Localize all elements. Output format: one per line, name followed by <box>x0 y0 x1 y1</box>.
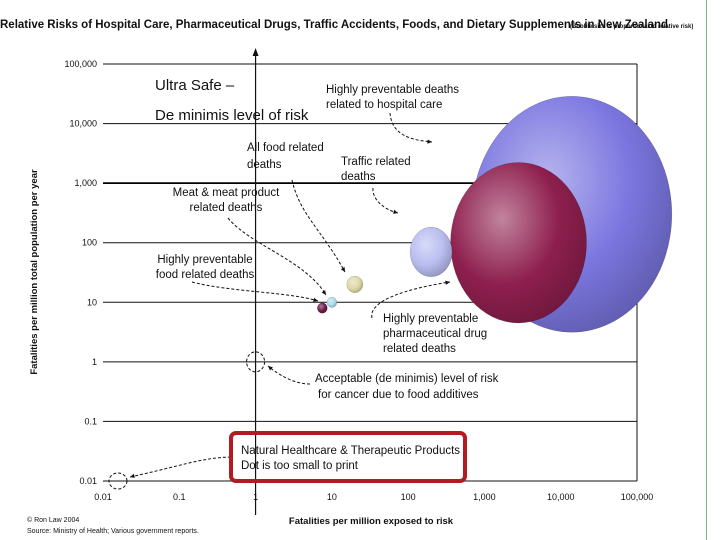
annotations: Ultra Safe – De minimis level of risk High… <box>155 77 499 472</box>
source-text: Source: Ministry of Health; Various gove… <box>27 528 199 535</box>
hospital-annotation-line: Highly preventable deaths <box>326 84 459 96</box>
ultra_safe-annotation-line: Ultra Safe – <box>155 77 235 94</box>
de-minimis-marker <box>246 351 266 373</box>
x-tick-label: 1 <box>253 492 258 502</box>
x-tick-label: 10,000 <box>547 492 575 502</box>
hospital-leader-head <box>427 139 432 144</box>
y-tick-label: 100 <box>82 238 97 248</box>
ultra_safe-annotation-line: De minimis level of risk <box>155 107 309 124</box>
pharma-annotation-line: related deaths <box>383 343 456 355</box>
meat-leader-head <box>321 290 326 295</box>
y-axis-ticks: 0.01 0.1 1 10 100 1,000 10,000 100,000 <box>64 59 97 486</box>
x-tick-label: 0.01 <box>94 492 112 502</box>
all_food-annotation-line: deaths <box>247 159 282 171</box>
prev-food-leader <box>191 281 319 302</box>
y-axis-label: Fatalities per million total population … <box>29 169 40 375</box>
traffic-annotation-line: Traffic related <box>341 156 411 168</box>
traffic-leader-head <box>393 209 398 214</box>
meat-annotation-line: related deaths <box>190 202 263 214</box>
pharma-annotation-line: Highly preventable <box>383 313 478 325</box>
pharma-leader-head <box>445 280 450 285</box>
traffic-leader <box>372 187 399 214</box>
y-tick-label: 100,000 <box>64 59 97 69</box>
hospital-leader <box>389 112 433 143</box>
x-axis-label: Fatalities per million exposed to risk <box>289 516 454 527</box>
prev_food-annotation-line: food related deaths <box>156 269 255 281</box>
pharma-bubble <box>450 162 587 324</box>
y-tick-label: 1,000 <box>74 178 97 188</box>
x-tick-label: 10 <box>327 492 337 502</box>
x-tick-label: 1,000 <box>473 492 496 502</box>
meat-annotation-line: Meat & meat product <box>173 187 281 199</box>
y-tick-label: 10,000 <box>69 119 97 129</box>
chart-subtitle: (Bubble size is proportional to relative… <box>570 24 693 30</box>
x-axis-ticks: 0.01 0.1 1 10 100 1,000 10,000 100,000 <box>94 492 653 502</box>
frame-divider <box>706 0 707 540</box>
pharma-annotation-line: pharmaceutical drug <box>383 328 487 340</box>
all-food-leader-head <box>340 267 345 272</box>
natural-products-marker <box>108 472 128 490</box>
meat-bubble <box>326 296 338 308</box>
bubbles <box>317 96 673 333</box>
x-tick-label: 100 <box>401 492 416 502</box>
natural-leader-head <box>130 473 135 478</box>
cancer-leader <box>267 365 311 385</box>
cancer-leader-head <box>268 366 273 371</box>
natural-annotation-line: Natural Healthcare & Therapeutic Product… <box>241 445 460 457</box>
meat-leader <box>227 217 327 296</box>
y-tick-label: 0.1 <box>84 416 97 426</box>
all_food-bubble <box>346 275 364 294</box>
y-tick-label: 1 <box>92 357 97 367</box>
traffic-annotation-line: deaths <box>341 171 376 183</box>
y-tick-label: 0.01 <box>79 476 97 486</box>
reference-arrowhead <box>252 48 259 56</box>
prev_food-annotation-line: Highly preventable <box>157 254 252 266</box>
y-tick-label: 10 <box>87 297 97 307</box>
one-fatality-reference-line <box>252 48 259 515</box>
chart-title: Relative Risks of Hospital Care, Pharmac… <box>0 19 668 31</box>
prev-food-leader-head <box>313 297 318 302</box>
pharma-leader <box>371 281 451 319</box>
x-tick-label: 100,000 <box>621 492 654 502</box>
traffic-bubble <box>409 226 453 277</box>
x-tick-label: 0.1 <box>173 492 186 502</box>
cancer-annotation-line: Acceptable (de minimis) level of risk <box>315 373 499 385</box>
natural-products-highlight-box <box>229 431 467 483</box>
all-food-leader <box>291 179 346 273</box>
all_food-annotation-line: All food related <box>247 142 324 154</box>
copyright-text: © Ron Law 2004 <box>27 516 79 524</box>
natural-annotation-line: Dot is too small to print <box>241 460 359 472</box>
prev_food-bubble <box>317 302 328 314</box>
cancer-annotation-line: for cancer due to food additives <box>318 389 479 401</box>
natural-leader <box>129 456 232 478</box>
annotation-arrows <box>108 112 451 490</box>
hospital-annotation-line: related to hospital care <box>326 99 442 111</box>
